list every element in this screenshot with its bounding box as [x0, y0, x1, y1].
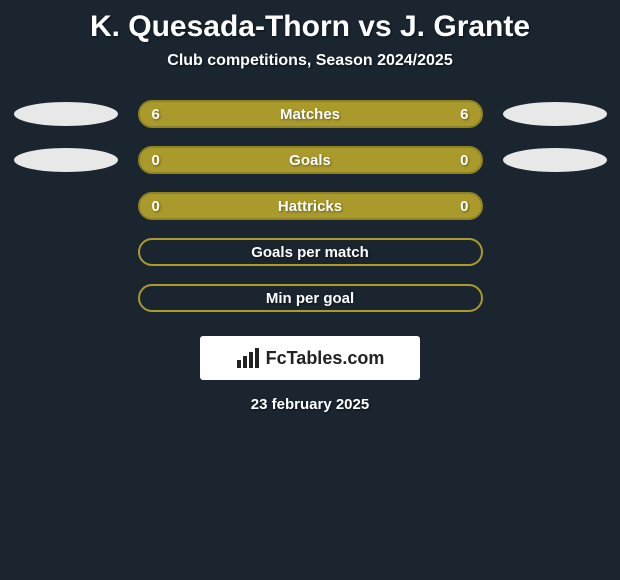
stat-row: Goals per match	[10, 238, 610, 266]
footer-date: 23 february 2025	[0, 396, 620, 413]
stat-left-value: 0	[152, 198, 160, 215]
stat-bar: 0 Goals 0	[138, 146, 483, 174]
stat-row: 0 Goals 0	[10, 146, 610, 174]
stat-row: 6 Matches 6	[10, 100, 610, 128]
stat-rows-container: 6 Matches 6 0 Goals 0 0 Hattricks 0 Goals per mat…	[0, 100, 620, 312]
stat-bar: 0 Hattricks 0	[138, 192, 483, 220]
stat-label: Goals	[289, 152, 331, 169]
stat-bar: Goals per match	[138, 238, 483, 266]
stat-label: Hattricks	[278, 198, 342, 215]
player-left-ellipse	[14, 102, 118, 126]
stat-label: Min per goal	[266, 290, 354, 307]
player-right-ellipse	[503, 148, 607, 172]
stat-right-value: 0	[460, 152, 468, 169]
stat-right-value: 6	[460, 106, 468, 123]
stat-left-value: 6	[152, 106, 160, 123]
stat-row: Min per goal	[10, 284, 610, 312]
stat-right-value: 0	[460, 198, 468, 215]
stat-bar: 6 Matches 6	[138, 100, 483, 128]
page-title: K. Quesada-Thorn vs J. Grante	[0, 0, 620, 52]
stat-row: 0 Hattricks 0	[10, 192, 610, 220]
stat-left-value: 0	[152, 152, 160, 169]
brand-text: FcTables.com	[266, 348, 385, 369]
stat-label: Matches	[280, 106, 340, 123]
player-left-ellipse	[14, 148, 118, 172]
chart-bars-icon	[236, 348, 260, 368]
brand-logo: FcTables.com	[200, 336, 420, 380]
stat-bar: Min per goal	[138, 284, 483, 312]
player-right-ellipse	[503, 102, 607, 126]
page-subtitle: Club competitions, Season 2024/2025	[0, 52, 620, 100]
stat-label: Goals per match	[251, 244, 369, 261]
